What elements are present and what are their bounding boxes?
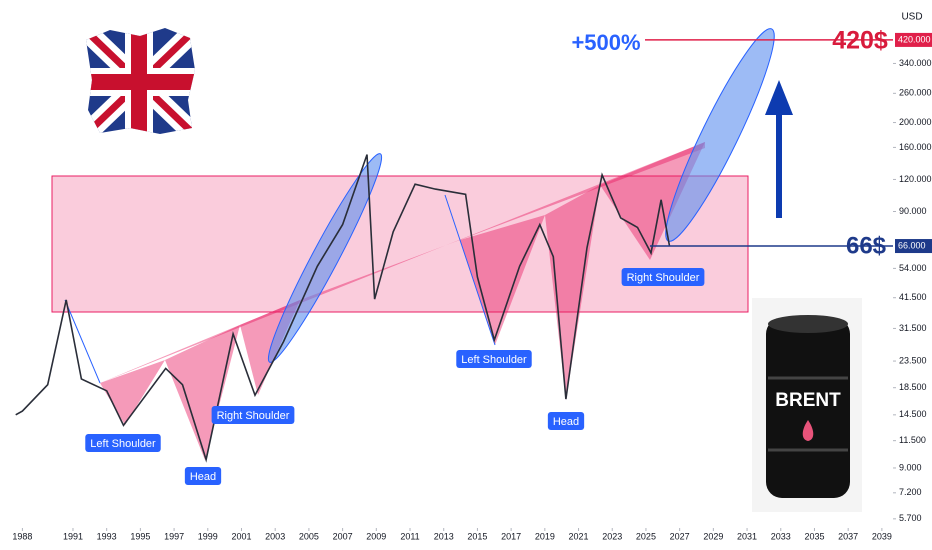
x-tick-label: 2033 bbox=[771, 531, 791, 541]
pattern-tag-label: Right Shoulder bbox=[627, 272, 700, 284]
x-tick-label: 1988 bbox=[12, 531, 32, 541]
y-tick-label: 120.000 bbox=[899, 174, 932, 184]
pattern-tag: Right Shoulder bbox=[211, 406, 295, 424]
y-tick-label: 200.000 bbox=[899, 117, 932, 127]
price-line bbox=[15, 154, 671, 463]
y-tick-label: 90.000 bbox=[899, 206, 927, 216]
y-tick-label: 23.500 bbox=[899, 355, 927, 365]
x-tick-label: 2007 bbox=[333, 531, 353, 541]
pattern-tag-box bbox=[456, 350, 532, 368]
price-marker-bg bbox=[895, 32, 932, 47]
y-tick-label: 260.000 bbox=[899, 88, 932, 98]
x-tick-label: 2039 bbox=[872, 531, 892, 541]
y-tick-label: 14.500 bbox=[899, 409, 927, 419]
x-tick-label: 2013 bbox=[434, 531, 454, 541]
x-tick-label: 1997 bbox=[164, 531, 184, 541]
pattern-tag-box bbox=[184, 467, 222, 485]
y-tick-label: 41.500 bbox=[899, 292, 927, 302]
pattern-tag: Left Shoulder bbox=[456, 350, 532, 368]
pattern-tag-label: Head bbox=[553, 416, 579, 428]
oil-barrel bbox=[752, 298, 862, 512]
price-marker-bg bbox=[895, 239, 932, 254]
x-tick-label: 2015 bbox=[467, 531, 487, 541]
y-tick-label: 9.000 bbox=[899, 462, 922, 472]
current-label: 66$ bbox=[846, 232, 887, 259]
y-tick-label: 7.200 bbox=[899, 487, 922, 497]
x-tick-label: 1999 bbox=[198, 531, 218, 541]
pattern-tag: Left Shoulder bbox=[85, 434, 161, 452]
x-tick-label: 2011 bbox=[400, 531, 419, 541]
x-tick-label: 2001 bbox=[231, 531, 251, 541]
range-box bbox=[51, 175, 749, 313]
x-tick-label: 2021 bbox=[569, 531, 589, 541]
y-tick-label: 340.000 bbox=[899, 58, 932, 68]
x-tick-label: 2031 bbox=[737, 531, 757, 541]
x-tick-label: 2029 bbox=[703, 531, 723, 541]
x-tick-label: 2003 bbox=[265, 531, 285, 541]
x-tick-label: 2037 bbox=[838, 531, 858, 541]
x-tick-label: 2009 bbox=[366, 531, 386, 541]
y-tick-label: 5.700 bbox=[899, 513, 922, 523]
pattern-tag: Head bbox=[184, 467, 222, 485]
y-tick-label: 160.000 bbox=[899, 142, 932, 152]
barrel-label: BRENT bbox=[775, 390, 841, 411]
x-tick-label: 2023 bbox=[602, 531, 622, 541]
y-tick-label: 11.500 bbox=[899, 435, 926, 445]
pattern-tag-label: Left Shoulder bbox=[461, 354, 527, 366]
pattern-tag-label: Head bbox=[190, 471, 216, 483]
pattern-tag-box bbox=[85, 434, 161, 452]
pattern-tag: Right Shoulder bbox=[621, 268, 705, 286]
price-marker-label: 66.000 bbox=[898, 240, 926, 250]
x-tick-label: 2005 bbox=[299, 531, 319, 541]
x-tick-label: 1991 bbox=[63, 531, 83, 541]
target-label: 420$ bbox=[832, 27, 888, 55]
pattern-tag: Head bbox=[547, 412, 585, 430]
x-tick-label: 2019 bbox=[535, 531, 555, 541]
uk-flag bbox=[86, 28, 195, 134]
x-tick-label: 1995 bbox=[130, 531, 150, 541]
x-tick-label: 2025 bbox=[636, 531, 656, 541]
pattern-tag-box bbox=[547, 412, 585, 430]
pattern-tag-label: Right Shoulder bbox=[217, 410, 290, 422]
price-marker-label: 420.000 bbox=[898, 34, 931, 44]
x-tick-label: 2035 bbox=[804, 531, 824, 541]
up-arrow bbox=[765, 80, 793, 218]
pattern-tag-box bbox=[621, 268, 705, 286]
gain-label: +500% bbox=[571, 30, 640, 55]
y-tick-label: 31.500 bbox=[899, 323, 927, 333]
x-tick-label: 2027 bbox=[670, 531, 690, 541]
price-axis bbox=[893, 0, 932, 528]
trend-line bbox=[444, 194, 496, 346]
axis-unit: USD bbox=[901, 12, 922, 23]
x-tick-label: 1993 bbox=[97, 531, 117, 541]
y-tick-label: 54.000 bbox=[899, 263, 927, 273]
projection-ellipse bbox=[267, 153, 383, 363]
trend-line bbox=[64, 299, 101, 384]
pattern-tag-label: Left Shoulder bbox=[90, 438, 156, 450]
y-tick-label: 18.500 bbox=[899, 382, 927, 392]
pattern-tag-box bbox=[211, 406, 295, 424]
x-tick-label: 2017 bbox=[501, 531, 521, 541]
